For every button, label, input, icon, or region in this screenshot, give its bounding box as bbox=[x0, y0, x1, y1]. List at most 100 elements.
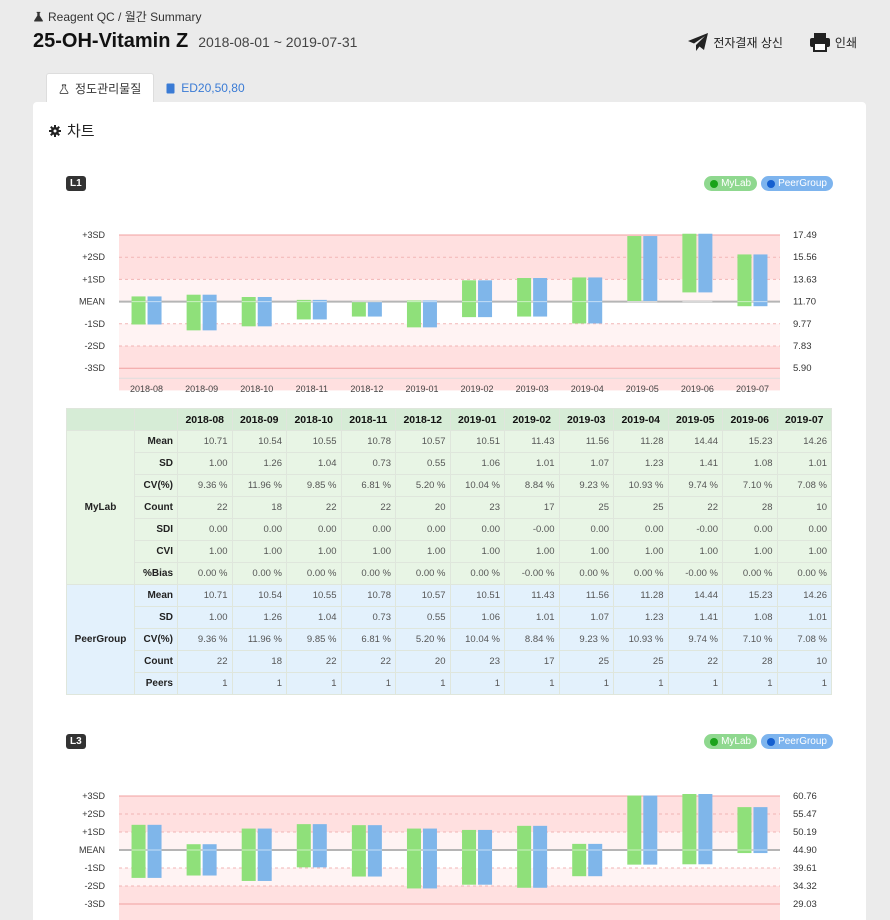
bar-peer[interactable] bbox=[312, 824, 327, 868]
table-cell: 10 bbox=[776, 496, 832, 519]
bar-mylab[interactable] bbox=[517, 825, 532, 888]
bar-mylab[interactable] bbox=[241, 296, 256, 327]
table-cell: 1.04 bbox=[286, 452, 342, 475]
table-cell: 1.01 bbox=[504, 606, 560, 629]
bar-peer[interactable] bbox=[753, 254, 768, 307]
bar-peer[interactable] bbox=[147, 824, 162, 878]
paper-plane-icon bbox=[688, 33, 709, 51]
sd-tick-label: MEAN bbox=[79, 845, 105, 855]
table-cell: 22 bbox=[667, 650, 723, 673]
bar-mylab[interactable] bbox=[627, 236, 642, 302]
bar-mylab[interactable] bbox=[351, 825, 366, 877]
bar-peer[interactable] bbox=[147, 296, 162, 325]
flask-icon bbox=[34, 11, 43, 22]
legend-dot bbox=[767, 179, 776, 188]
legend-peer[interactable]: PeerGroup bbox=[761, 176, 833, 191]
table-cell: 22 bbox=[340, 650, 396, 673]
table-cell: 11.96 % bbox=[231, 628, 287, 651]
table-cell: 9.23 % bbox=[558, 628, 614, 651]
table-cell: 22 bbox=[286, 650, 342, 673]
bar-peer[interactable] bbox=[588, 843, 603, 877]
x-tick-label: 2019-05 bbox=[626, 384, 659, 394]
bar-peer[interactable] bbox=[753, 807, 768, 854]
table-cell: 0.73 bbox=[340, 452, 396, 475]
month-header: 2018-11 bbox=[340, 408, 396, 431]
bar-peer[interactable] bbox=[202, 294, 217, 331]
approve-submit-button[interactable]: 전자결재 상신 bbox=[687, 32, 783, 52]
table-cell: 9.74 % bbox=[667, 474, 723, 497]
bar-mylab[interactable] bbox=[406, 828, 421, 889]
bar-mylab[interactable] bbox=[296, 299, 311, 320]
bar-mylab[interactable] bbox=[737, 254, 752, 307]
bar-mylab[interactable] bbox=[517, 278, 532, 317]
table-cell: 0.00 % bbox=[776, 562, 832, 585]
table-cell: 0.00 bbox=[395, 518, 451, 541]
bar-peer[interactable] bbox=[478, 280, 493, 318]
bar-mylab[interactable] bbox=[682, 233, 697, 293]
legend-label: PeerGroup bbox=[778, 736, 827, 747]
approve-submit-label: 전자결재 상신 bbox=[713, 35, 783, 50]
table-cell: 8.84 % bbox=[504, 474, 560, 497]
bar-peer[interactable] bbox=[257, 296, 272, 327]
bar-peer[interactable] bbox=[367, 302, 382, 317]
bar-peer[interactable] bbox=[478, 829, 493, 885]
table-cell: 0.00 % bbox=[340, 562, 396, 585]
sd-tick-label: +2SD bbox=[82, 809, 105, 819]
month-header: 2018-10 bbox=[286, 408, 342, 431]
bar-mylab[interactable] bbox=[186, 844, 201, 876]
table-cell: 10.57 bbox=[395, 430, 451, 453]
bar-peer[interactable] bbox=[367, 825, 382, 877]
bar-peer[interactable] bbox=[257, 828, 272, 881]
table-cell: 1.00 bbox=[177, 606, 233, 629]
tab-ed-values[interactable]: ED20,50,80 bbox=[154, 73, 256, 103]
bar-mylab[interactable] bbox=[572, 843, 587, 877]
metric-label: SD bbox=[134, 452, 178, 475]
bar-peer[interactable] bbox=[422, 300, 437, 328]
table-row: Count 22 18 22 22 20 23 17 25 25 22 28 10 bbox=[67, 650, 832, 673]
bar-mylab[interactable] bbox=[131, 296, 146, 325]
table-cell: 18 bbox=[231, 496, 287, 519]
bar-mylab[interactable] bbox=[186, 294, 201, 331]
bar-mylab[interactable] bbox=[737, 807, 752, 854]
bar-mylab[interactable] bbox=[462, 829, 477, 885]
bar-mylab[interactable] bbox=[406, 300, 421, 328]
x-tick-label: 2018-12 bbox=[350, 384, 383, 394]
table-row: SD 1.00 1.26 1.04 0.73 0.55 1.06 1.01 1.07 1.23 1.… bbox=[67, 606, 832, 629]
table-cell: 7.08 % bbox=[776, 474, 832, 497]
bar-peer[interactable] bbox=[312, 299, 327, 320]
bar-mylab[interactable] bbox=[131, 824, 146, 878]
bar-peer[interactable] bbox=[533, 825, 548, 888]
bar-peer[interactable] bbox=[643, 236, 658, 302]
tab-control-material[interactable]: 정도관리물질 bbox=[46, 73, 155, 103]
bar-peer[interactable] bbox=[202, 844, 217, 876]
table-row: CV(%) 9.36 % 11.96 % 9.85 % 6.81 % 5.20 % 10.0… bbox=[67, 628, 832, 651]
bar-peer[interactable] bbox=[422, 828, 437, 889]
metric-label: Count bbox=[134, 496, 178, 519]
bar-mylab[interactable] bbox=[296, 824, 311, 868]
table-cell: 10.55 bbox=[286, 584, 342, 607]
value-tick-label: 17.49 bbox=[793, 230, 817, 241]
bar-mylab[interactable] bbox=[682, 794, 697, 865]
table-cell: 1.06 bbox=[449, 606, 505, 629]
band-lower-inner bbox=[119, 868, 780, 886]
bar-peer[interactable] bbox=[588, 277, 603, 324]
legend-peer[interactable]: PeerGroup bbox=[761, 734, 833, 749]
bar-peer[interactable] bbox=[533, 278, 548, 317]
bar-mylab[interactable] bbox=[572, 277, 587, 324]
bar-peer[interactable] bbox=[643, 795, 658, 865]
table-header-row: 2018-08 2018-09 2018-10 2018-11 2018-12 2019-… bbox=[66, 408, 832, 431]
bar-peer[interactable] bbox=[698, 794, 713, 865]
legend-l3: MyLab PeerGroup bbox=[704, 734, 833, 749]
table-cell: 1.01 bbox=[776, 452, 832, 475]
legend-mylab[interactable]: MyLab bbox=[704, 734, 758, 749]
legend-mylab[interactable]: MyLab bbox=[704, 176, 758, 191]
bar-mylab[interactable] bbox=[241, 828, 256, 881]
month-header: 2018-09 bbox=[231, 408, 287, 431]
table-cell: 1.00 bbox=[177, 540, 233, 563]
print-button[interactable]: 인쇄 bbox=[809, 32, 857, 52]
table-cell: 0.55 bbox=[395, 606, 451, 629]
bar-mylab[interactable] bbox=[351, 302, 366, 317]
bar-mylab[interactable] bbox=[627, 795, 642, 865]
bar-mylab[interactable] bbox=[462, 280, 477, 318]
bar-peer[interactable] bbox=[698, 233, 713, 293]
